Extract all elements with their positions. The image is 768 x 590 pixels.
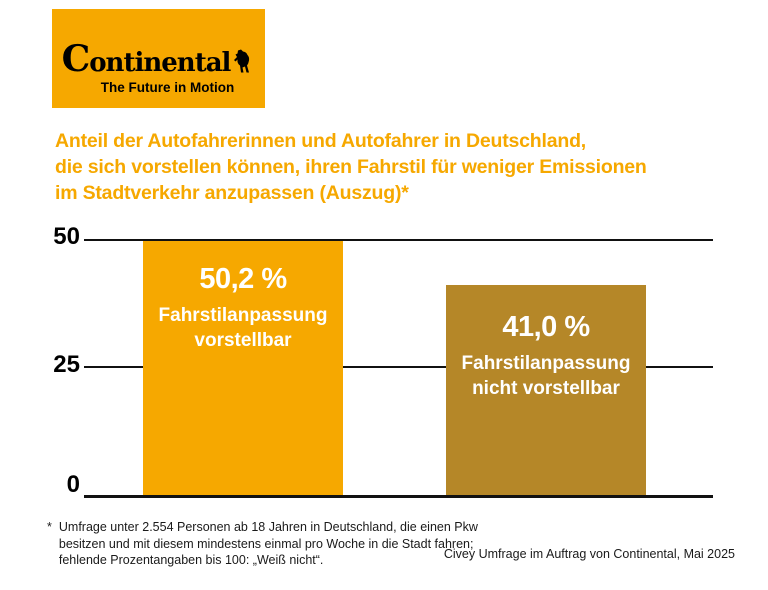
brand-wordmark: Continental xyxy=(61,38,232,80)
footnote-marker: * xyxy=(47,520,52,534)
footnote-line-3: fehlende Prozentangaben bis 100: „Weiß n… xyxy=(58,553,324,567)
bar-fahrstilanpassung-vorstellbar: 50,2 % Fahrstilanpassung vorstellbar xyxy=(143,241,343,496)
bar-fahrstilanpassung-nicht-vorstellbar: 41,0 % Fahrstilanpassung nicht vorstellb… xyxy=(446,285,646,496)
bar-category-label-line-2: nicht vorstellbar xyxy=(472,378,620,399)
logo-wordmark-row: Continental xyxy=(52,43,265,79)
horse-icon xyxy=(234,49,250,73)
chart-title-line-2: die sich vorstellen können, ihren Fahrst… xyxy=(55,156,647,178)
gridline-50 xyxy=(84,239,713,241)
footnote-line-2: besitzen und mit diesem mindestens einma… xyxy=(58,536,474,551)
bar-category-label-line-2: vorstellbar xyxy=(194,330,292,351)
gridline-25 xyxy=(84,366,713,368)
chart-title-line-3: im Stadtverkehr anzupassen (Auszug)* xyxy=(55,182,409,204)
bar-value-label: 50,2 % xyxy=(199,263,287,295)
x-axis-baseline xyxy=(84,495,713,498)
footnote-line-1: Umfrage unter 2.554 Personen ab 18 Jahre… xyxy=(58,520,478,534)
y-axis-tick-0: 0 xyxy=(66,471,80,498)
y-axis-tick-25: 25 xyxy=(53,351,80,378)
footnote-text: Umfrage unter 2.554 Personen ab 18 Jahre… xyxy=(59,519,478,569)
bar-value-label: 41,0 % xyxy=(502,311,590,343)
bar-category-label-line-1: Fahrstilanpassung xyxy=(158,305,328,326)
bar-category-label-line-1: Fahrstilanpassung xyxy=(461,353,631,374)
footnote: * Umfrage unter 2.554 Personen ab 18 Jah… xyxy=(47,519,478,569)
chart-title-line-1: Anteil der Autofahrerinnen und Autofahre… xyxy=(55,130,587,152)
y-axis-tick-50: 50 xyxy=(53,223,80,250)
bar-category-label: Fahrstilanpassung nicht vorstellbar xyxy=(446,351,646,401)
bar-category-label: Fahrstilanpassung vorstellbar xyxy=(143,303,343,353)
continental-logo: Continental The Future in Motion xyxy=(52,9,265,108)
brand-tagline: The Future in Motion xyxy=(100,80,235,95)
chart-title: Anteil der Autofahrerinnen und Autofahre… xyxy=(55,128,647,206)
source-credit: Civey Umfrage im Auftrag von Continental… xyxy=(443,547,735,561)
